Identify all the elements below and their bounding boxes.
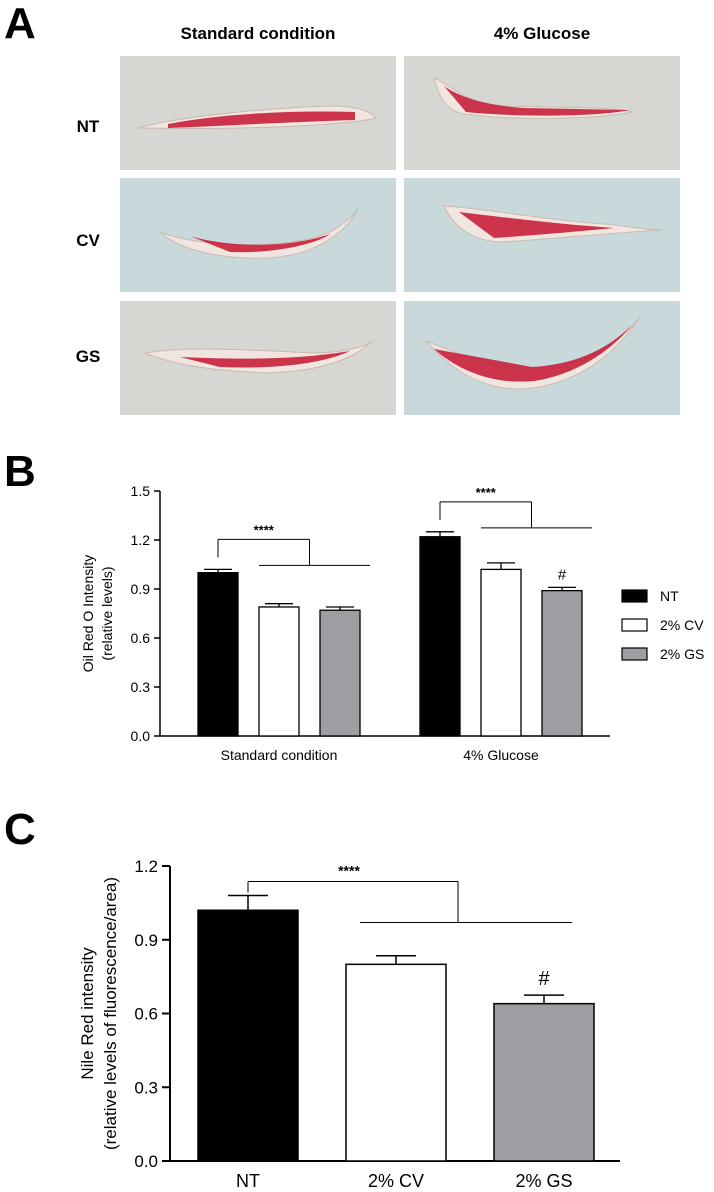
micrograph-svg: [120, 301, 396, 415]
micrograph-image: [404, 301, 680, 415]
significance-label: ****: [338, 863, 360, 879]
row-label-cv: CV: [76, 231, 100, 250]
bar: [493, 1002, 595, 1162]
legend-swatch: [621, 589, 648, 603]
significance-label: ****: [254, 522, 275, 537]
panel-a-letter: A: [4, 0, 36, 48]
x-tick-label: NT: [236, 1171, 260, 1191]
y-tick-label: 1.5: [131, 483, 151, 499]
legend-label: NT: [660, 588, 679, 604]
micrograph-svg: [404, 301, 680, 415]
column-label-glucose: 4% Glucose: [493, 24, 591, 43]
lipid-stain: [444, 86, 629, 116]
chart-c: 0.0 0.3 0.6 0.9 1.2 Nile Red intensity (relati…: [78, 857, 620, 1191]
bar: [258, 606, 300, 737]
bar: [345, 963, 447, 1162]
micrograph-svg: [404, 178, 680, 292]
bar: [480, 568, 522, 737]
y-tick-label: 0.0: [131, 728, 151, 744]
lipid-stain: [168, 111, 355, 128]
y-tick-label: 1.2: [134, 857, 158, 876]
micrograph-image: [404, 56, 680, 170]
hash-annotation: #: [558, 566, 567, 583]
y-tick-label: 0.9: [134, 931, 158, 950]
x-tick-label: 2% CV: [368, 1171, 424, 1191]
micrograph-svg: [120, 56, 396, 170]
lipid-stain: [190, 234, 330, 253]
micrograph-image: [120, 56, 396, 170]
y-tick-label: 0.3: [134, 1078, 158, 1097]
bar: [197, 909, 299, 1162]
micrograph-background: [120, 178, 396, 292]
chart-b: 0.0 0.3 0.6 0.9 1.2 1.5 Oil Red O Intensity (re…: [80, 483, 704, 763]
y-tick-label: 0.6: [131, 630, 151, 646]
panel-b-letter: B: [4, 447, 36, 496]
y-axis-label: Nile Red intensity: [78, 947, 97, 1080]
row-label-nt: NT: [76, 117, 100, 136]
legend-swatch: [621, 647, 648, 661]
x-tick-label: Standard condition: [221, 747, 338, 763]
y-tick-label: 0.6: [134, 1005, 158, 1024]
lipid-stain: [180, 351, 350, 368]
y-tick-label: 0.3: [131, 679, 151, 695]
micrograph-image: [404, 178, 680, 292]
micrograph-svg: [404, 56, 680, 170]
panel-c-letter: C: [4, 805, 36, 854]
y-axis-label: Oil Red O Intensity: [80, 555, 96, 673]
worm-body: [159, 207, 359, 259]
y-axis-label-secondary: (relative levels): [99, 566, 115, 660]
worm-body: [143, 340, 373, 374]
bar: [197, 572, 239, 737]
micrograph-image: [120, 178, 396, 292]
lipid-stain: [459, 212, 614, 238]
lipid-stain: [434, 325, 632, 382]
bar: [319, 609, 361, 737]
hash-annotation: #: [538, 968, 550, 990]
y-tick-label: 1.2: [131, 532, 151, 548]
legend-label: 2% CV: [660, 617, 704, 633]
y-tick-label: 0.9: [131, 581, 151, 597]
y-tick-label: 0.0: [134, 1152, 158, 1171]
column-label-standard: Standard condition: [180, 24, 336, 43]
legend-label: 2% GS: [660, 646, 704, 662]
x-tick-label: 2% GS: [515, 1171, 572, 1191]
row-label-gs: GS: [75, 347, 101, 366]
y-axis-label-secondary: (relative levels of fluorescence/area): [101, 877, 120, 1150]
x-tick-label: 4% Glucose: [463, 747, 539, 763]
bar: [541, 589, 583, 737]
significance-label: ****: [476, 485, 497, 500]
legend-swatch: [621, 618, 648, 632]
bar: [419, 536, 461, 737]
micrograph-image: [120, 301, 396, 415]
micrograph-svg: [120, 178, 396, 292]
